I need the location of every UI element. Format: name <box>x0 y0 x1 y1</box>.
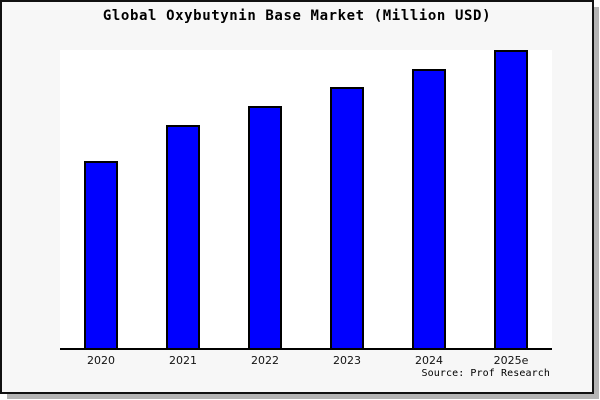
x-tick-2022: 2022 <box>251 354 279 367</box>
bar-2023 <box>330 86 364 348</box>
bar-2021 <box>166 124 200 348</box>
chart-frame: Global Oxybutynin Base Market (Million U… <box>0 0 594 394</box>
chart-title: Global Oxybutynin Base Market (Million U… <box>102 8 492 24</box>
x-tick-2025e: 2025e <box>493 354 529 367</box>
bar-2020 <box>84 161 118 348</box>
bar-2024 <box>412 68 446 348</box>
x-axis-labels: 2020 2021 2022 2023 2024 2025e <box>60 354 552 367</box>
plot-area <box>60 50 552 350</box>
bar-2025e <box>494 50 528 348</box>
x-tick-2021: 2021 <box>169 354 197 367</box>
x-tick-2024: 2024 <box>415 354 443 367</box>
x-tick-2023: 2023 <box>333 354 361 367</box>
x-tick-2020: 2020 <box>87 354 115 367</box>
source-note: Source: Prof Research <box>421 368 550 379</box>
bar-2022 <box>248 105 282 348</box>
